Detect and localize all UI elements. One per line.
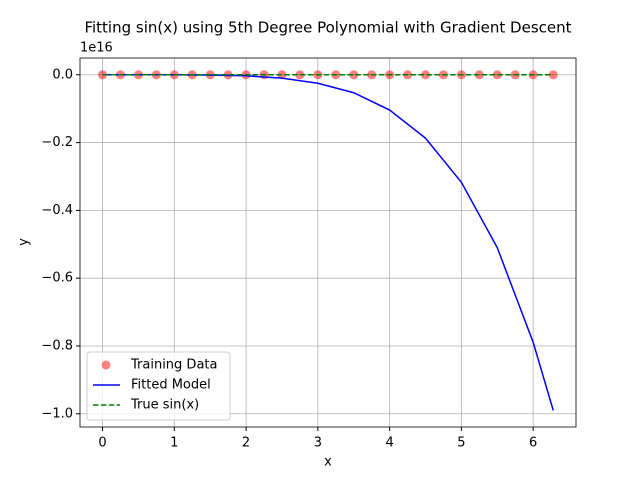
y-tick-label: 0.0 (52, 67, 73, 82)
x-tick-label: 6 (529, 436, 537, 451)
data-point (349, 70, 359, 80)
y-tick-label: −1.0 (41, 406, 73, 421)
data-point (492, 70, 502, 80)
y-offset: 1e16 (80, 41, 113, 56)
legend-label: True sin(x) (130, 398, 199, 413)
legend-box (86, 351, 231, 421)
chart-title: Fitting sin(x) using 5th Degree Polynomi… (84, 19, 571, 37)
data-point (277, 70, 287, 80)
y-tick-label: −0.6 (41, 271, 73, 286)
data-line (102, 74, 554, 411)
legend-label: Fitted Model (131, 378, 211, 393)
x-tick-label: 1 (170, 436, 178, 451)
legend-marker (101, 360, 111, 370)
legend-label: Training Data (130, 358, 217, 373)
data-point (295, 70, 305, 80)
x-tick-label: 4 (385, 436, 393, 451)
y-tick-label: −0.2 (41, 135, 73, 150)
x-tick-label: 2 (242, 436, 250, 451)
plot-frame (79, 57, 577, 428)
x-tick-label: 0 (98, 436, 106, 451)
x-tick-label: 5 (457, 436, 465, 451)
data-point (420, 70, 430, 80)
x-axis-label: x (324, 455, 332, 470)
y-tick-label: −0.8 (41, 338, 73, 353)
y-axis-label: y (17, 238, 32, 246)
y-tick-label: −0.4 (41, 203, 73, 218)
x-tick-label: 3 (314, 436, 322, 451)
